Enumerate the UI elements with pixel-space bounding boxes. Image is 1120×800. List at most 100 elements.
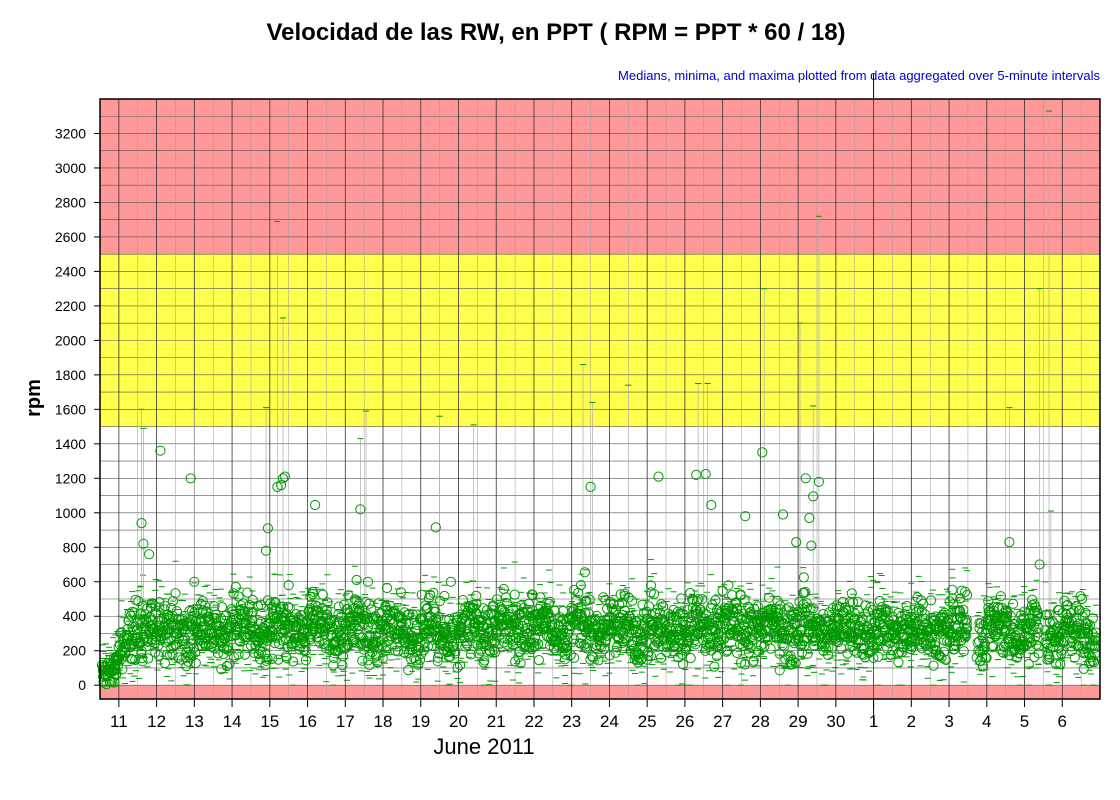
outlier-point xyxy=(804,512,815,524)
data-point xyxy=(682,629,694,641)
data-point xyxy=(201,606,212,617)
data-point xyxy=(353,598,364,610)
data-point xyxy=(488,600,499,611)
data-point xyxy=(485,608,496,619)
data-point xyxy=(882,643,893,654)
data-point xyxy=(672,606,684,617)
data-point xyxy=(239,606,251,617)
data-point xyxy=(980,652,991,663)
chart-title: Velocidad de las RW, en PPT ( RPM = PPT … xyxy=(266,19,845,46)
y-tick-label: 1000 xyxy=(55,505,86,521)
data-point xyxy=(623,592,634,603)
data-point xyxy=(153,602,164,613)
data-point xyxy=(108,671,119,682)
data-point xyxy=(509,589,520,600)
data-point xyxy=(539,612,551,623)
data-point xyxy=(523,598,535,610)
data-point xyxy=(300,645,311,657)
y-tick-label: 1800 xyxy=(55,367,86,383)
outlier-point xyxy=(276,480,287,491)
data-point xyxy=(275,601,286,612)
data-point xyxy=(860,600,871,611)
data-point xyxy=(1051,659,1062,670)
data-point xyxy=(312,601,323,612)
outlier-point xyxy=(185,473,196,484)
data-point xyxy=(1025,618,1037,629)
data-point xyxy=(827,603,839,614)
data-point xyxy=(1082,622,1093,633)
x-tick-label: 21 xyxy=(487,712,506,731)
data-point xyxy=(604,650,615,661)
data-point xyxy=(892,648,903,659)
data-point xyxy=(242,587,253,598)
y-tick-label: 800 xyxy=(63,539,87,555)
data-point xyxy=(645,580,657,591)
data-point xyxy=(961,614,972,625)
data-point xyxy=(742,626,754,637)
data-point xyxy=(267,602,278,613)
data-point xyxy=(305,591,316,602)
data-point xyxy=(153,650,164,661)
data-point xyxy=(228,588,239,599)
x-tick-label: 17 xyxy=(336,712,355,731)
data-point xyxy=(721,603,732,615)
data-point xyxy=(657,641,668,652)
data-point xyxy=(616,598,628,609)
y-tick-label: 1200 xyxy=(55,470,86,486)
data-point xyxy=(209,601,220,612)
band-0 xyxy=(100,685,1100,699)
data-point xyxy=(247,594,258,606)
x-tick-label: 20 xyxy=(449,712,468,731)
data-point xyxy=(723,580,734,591)
data-point xyxy=(875,605,887,616)
data-point xyxy=(223,642,234,653)
data-point xyxy=(950,636,961,647)
data-point xyxy=(808,603,819,614)
data-point xyxy=(726,619,737,630)
data-point xyxy=(591,620,602,631)
data-point xyxy=(200,641,211,652)
x-tick-label: 6 xyxy=(1058,712,1067,731)
data-point xyxy=(150,647,161,658)
x-tick-label: 23 xyxy=(562,712,581,731)
data-point xyxy=(657,613,668,625)
data-point xyxy=(641,606,652,617)
data-point xyxy=(262,653,273,664)
data-point xyxy=(248,621,259,633)
data-point xyxy=(791,612,802,623)
outlier-point xyxy=(798,572,809,583)
data-point xyxy=(186,650,197,661)
data-point xyxy=(868,652,879,664)
data-point xyxy=(575,580,587,591)
data-point xyxy=(688,610,699,621)
x-tick-label: 25 xyxy=(638,712,657,731)
data-point xyxy=(897,639,909,650)
data-point xyxy=(846,588,857,599)
data-point xyxy=(902,623,913,634)
data-point xyxy=(732,603,743,614)
data-point xyxy=(450,646,461,657)
data-point xyxy=(780,654,791,665)
data-point xyxy=(413,645,424,656)
outlier-point xyxy=(706,499,717,511)
y-tick-label: 2800 xyxy=(55,194,86,210)
y-tick-label: 2000 xyxy=(55,332,86,348)
data-point xyxy=(1078,663,1089,675)
data-point xyxy=(1069,652,1080,663)
data-point xyxy=(642,654,653,665)
data-point xyxy=(785,656,796,667)
data-point xyxy=(873,651,884,662)
data-point xyxy=(425,589,436,601)
data-point xyxy=(1081,642,1092,654)
data-point xyxy=(685,617,697,628)
data-point xyxy=(948,599,959,610)
data-point xyxy=(658,615,669,626)
data-point xyxy=(1030,616,1042,627)
data-point xyxy=(278,601,289,612)
data-point xyxy=(334,616,345,627)
data-point xyxy=(439,590,450,602)
data-point xyxy=(546,620,558,631)
data-point xyxy=(262,632,273,643)
data-point xyxy=(160,629,171,640)
x-tick-label: 28 xyxy=(751,712,770,731)
